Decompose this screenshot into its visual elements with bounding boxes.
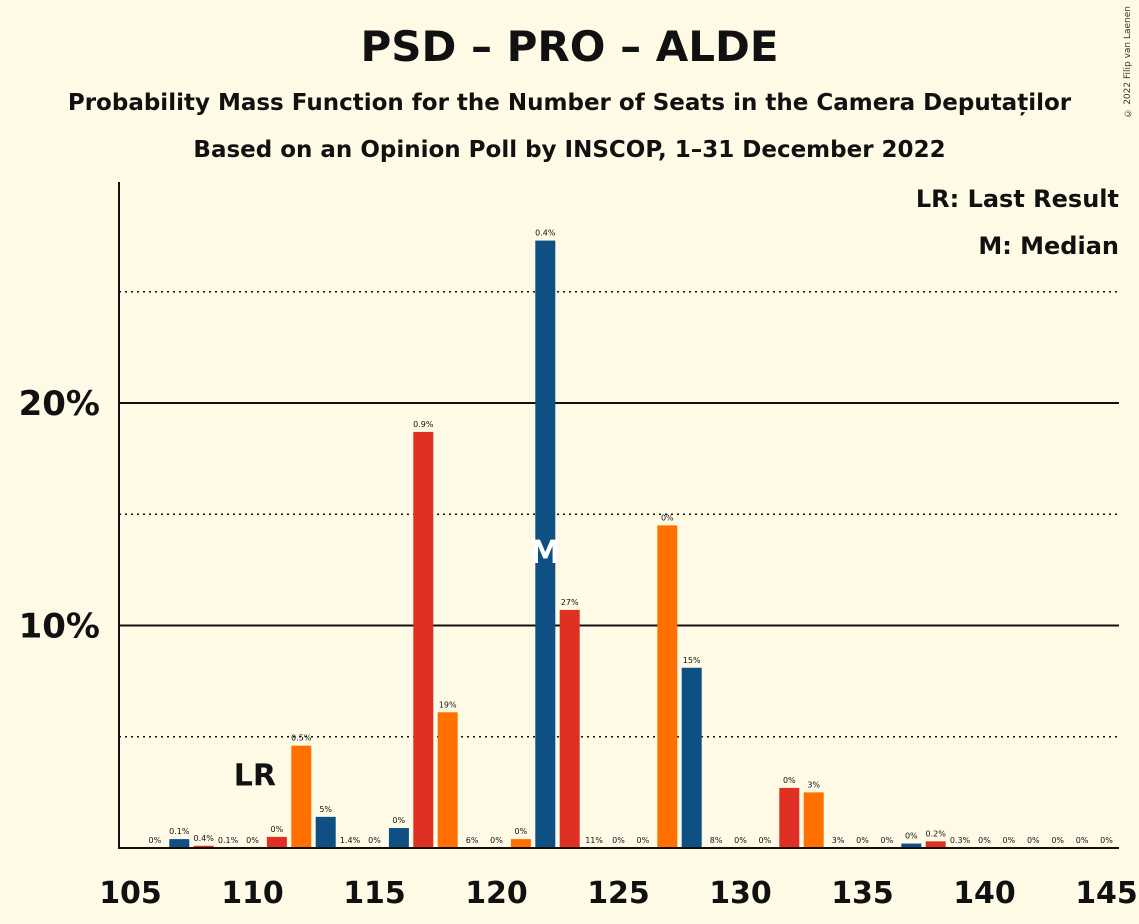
data-label: 0%	[271, 825, 284, 834]
data-label: 3%	[832, 836, 845, 845]
data-label: 19%	[439, 700, 457, 709]
chart-source: Based on an Opinion Poll by INSCOP, 1–31…	[193, 137, 946, 163]
bar	[779, 787, 800, 848]
y-tick-label: 20%	[19, 384, 100, 424]
median-marker: M	[529, 533, 561, 571]
data-label: 0.3%	[950, 836, 971, 845]
data-label: 27%	[561, 598, 579, 607]
data-label: 0%	[393, 816, 406, 825]
bar	[315, 816, 336, 848]
data-label: 0%	[1051, 836, 1064, 845]
y-tick-label: 10%	[19, 607, 100, 647]
x-tick-label: 110	[221, 876, 284, 911]
data-label: 3%	[807, 780, 820, 789]
chart-subtitle: Probability Mass Function for the Number…	[67, 90, 1072, 116]
x-tick-label: 135	[831, 876, 894, 911]
data-label: 0%	[515, 827, 528, 836]
bar	[266, 836, 287, 848]
bar	[803, 792, 824, 848]
legend-median: M: Median	[978, 232, 1119, 260]
bar	[681, 667, 702, 848]
chart-title: PSD – PRO – ALDE	[360, 22, 779, 71]
data-label: 0%	[637, 836, 650, 845]
bar	[291, 745, 312, 848]
x-tick-label: 140	[953, 876, 1016, 911]
data-label: 0.2%	[926, 829, 947, 838]
data-label: 15%	[683, 656, 701, 665]
bar	[901, 843, 922, 848]
last-result-marker: LR	[234, 758, 276, 793]
bar	[437, 712, 458, 848]
data-label: 0%	[978, 836, 991, 845]
data-label: 0.4%	[194, 834, 215, 843]
data-label: 0%	[661, 513, 674, 522]
bar	[193, 845, 214, 848]
data-label: 0.1%	[218, 836, 239, 845]
data-label: 0%	[1003, 836, 1016, 845]
data-label: 0%	[783, 776, 796, 785]
data-label: 0%	[759, 836, 772, 845]
data-label: 6%	[466, 836, 479, 845]
data-label: 0%	[881, 836, 894, 845]
data-label: 0.9%	[413, 420, 434, 429]
data-label: 0%	[1027, 836, 1040, 845]
data-label: 0%	[149, 836, 162, 845]
legend-last-result: LR: Last Result	[915, 185, 1119, 213]
data-label: 0%	[490, 836, 503, 845]
data-label: 0%	[1076, 836, 1089, 845]
x-tick-label: 125	[587, 876, 650, 911]
x-tick-label: 120	[465, 876, 528, 911]
bar	[510, 839, 531, 848]
bar	[559, 609, 580, 848]
data-label: 0%	[1100, 836, 1113, 845]
bar	[169, 839, 190, 848]
bar	[657, 525, 678, 848]
x-tick-label: 115	[343, 876, 406, 911]
data-label: 0.1%	[169, 827, 190, 836]
data-label: 0%	[368, 836, 381, 845]
bar	[413, 431, 434, 848]
data-label: 0%	[612, 836, 625, 845]
data-label: 11%	[585, 836, 603, 845]
bar	[535, 240, 556, 848]
data-label: 0.4%	[535, 229, 556, 238]
data-label: 0.5%	[291, 734, 312, 743]
data-label: 0%	[246, 836, 259, 845]
data-label: 1.4%	[340, 836, 361, 845]
x-tick-label: 105	[99, 876, 162, 911]
x-tick-label: 130	[709, 876, 772, 911]
x-tick-label: 145	[1075, 876, 1138, 911]
data-label: 8%	[710, 836, 723, 845]
data-label: 0%	[856, 836, 869, 845]
bar	[925, 841, 946, 848]
data-label: 5%	[319, 805, 332, 814]
data-label: 0%	[905, 832, 918, 841]
bar	[388, 827, 409, 848]
data-label: 0%	[734, 836, 747, 845]
